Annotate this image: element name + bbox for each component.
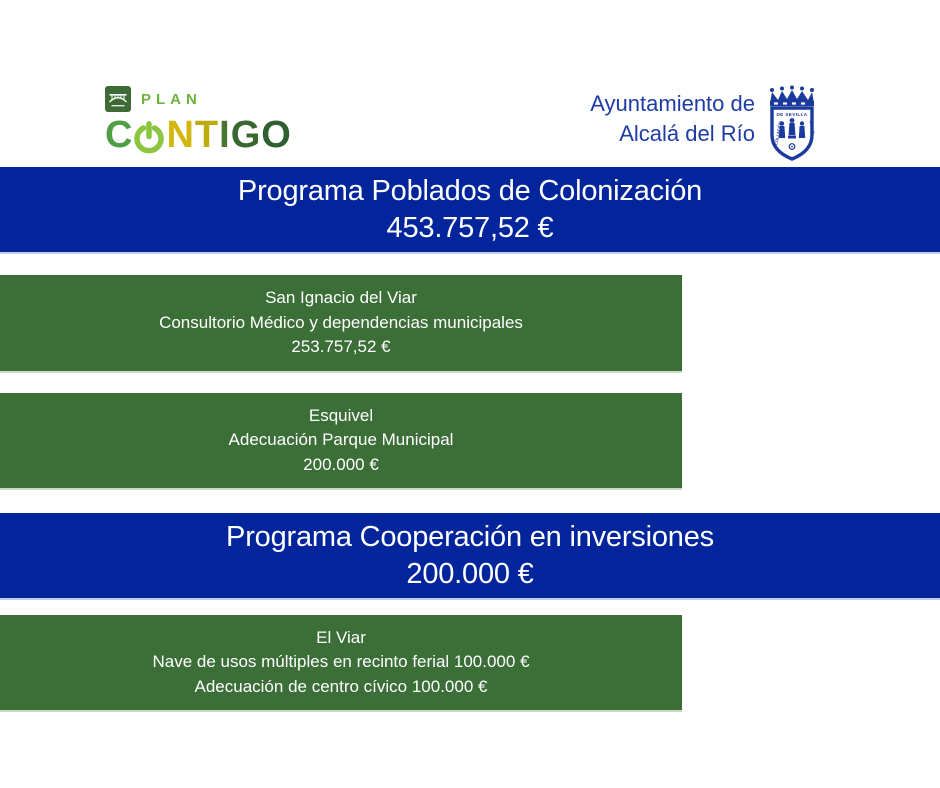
plan-label: PLAN	[141, 90, 202, 108]
program-banner-cooperacion-inversiones: Programa Cooperación en inversiones 200.…	[0, 513, 940, 598]
power-icon	[134, 121, 165, 154]
contigo-letter-c: C	[105, 114, 133, 156]
program-title: Programa Poblados de Colonización	[237, 174, 703, 207]
project-amount: 253.757,52 €	[291, 337, 391, 357]
municipality-name: Ayuntamiento de Alcalá del Río	[590, 85, 755, 149]
project-amount: 200.000 €	[303, 454, 379, 474]
program-title: Programa Cooperación en inversiones	[226, 520, 714, 553]
contigo-letter-i: I	[219, 114, 230, 156]
diputacion-sevilla-seal-icon	[105, 86, 131, 112]
plan-contigo-logo: PLAN C N T I G O	[105, 86, 291, 154]
alcala-del-rio-coat-of-arms-icon: DE SEVILLA COLLACIÓN CALLE	[764, 85, 820, 163]
contigo-letter-o: O	[261, 114, 291, 156]
shield-left-text: COLLACIÓN	[774, 121, 783, 145]
project-description: Nave de usos múltiples en recinto ferial…	[152, 652, 530, 672]
project-locality: El Viar	[316, 627, 366, 647]
contigo-wordmark: C N T I G O	[105, 116, 291, 154]
project-card-el-viar: El Viar Nave de usos múltiples en recint…	[0, 615, 682, 710]
municipality-name-line2: Alcalá del Río	[619, 121, 755, 146]
shield-right-text: CALLE	[809, 120, 816, 134]
program-banner-poblados-colonizacion: Programa Poblados de Colonización 453.75…	[0, 167, 940, 252]
municipality-block: Ayuntamiento de Alcalá del Río DE SEVILL…	[590, 85, 820, 163]
project-card-san-ignacio-del-viar: San Ignacio del Viar Consultorio Médico …	[0, 275, 682, 371]
program-amount: 200.000 €	[406, 557, 534, 590]
contigo-letter-t: T	[194, 114, 219, 156]
project-locality: Esquivel	[308, 405, 374, 425]
project-description: Adecuación de centro cívico 100.000 €	[194, 676, 488, 696]
project-description: Consultorio Médico y dependencias munici…	[159, 312, 523, 332]
project-locality: San Ignacio del Viar	[265, 288, 417, 308]
program-amount: 453.757,52 €	[386, 211, 554, 244]
contigo-letter-g: G	[230, 114, 261, 156]
contigo-letter-n: N	[166, 114, 194, 156]
municipality-name-line1: Ayuntamiento de	[590, 91, 755, 116]
plan-contigo-logo-top: PLAN	[105, 86, 291, 112]
project-description: Adecuación Parque Municipal	[228, 430, 454, 450]
project-card-esquivel: Esquivel Adecuación Parque Municipal 200…	[0, 393, 682, 488]
shield-top-text: DE SEVILLA	[776, 112, 807, 117]
